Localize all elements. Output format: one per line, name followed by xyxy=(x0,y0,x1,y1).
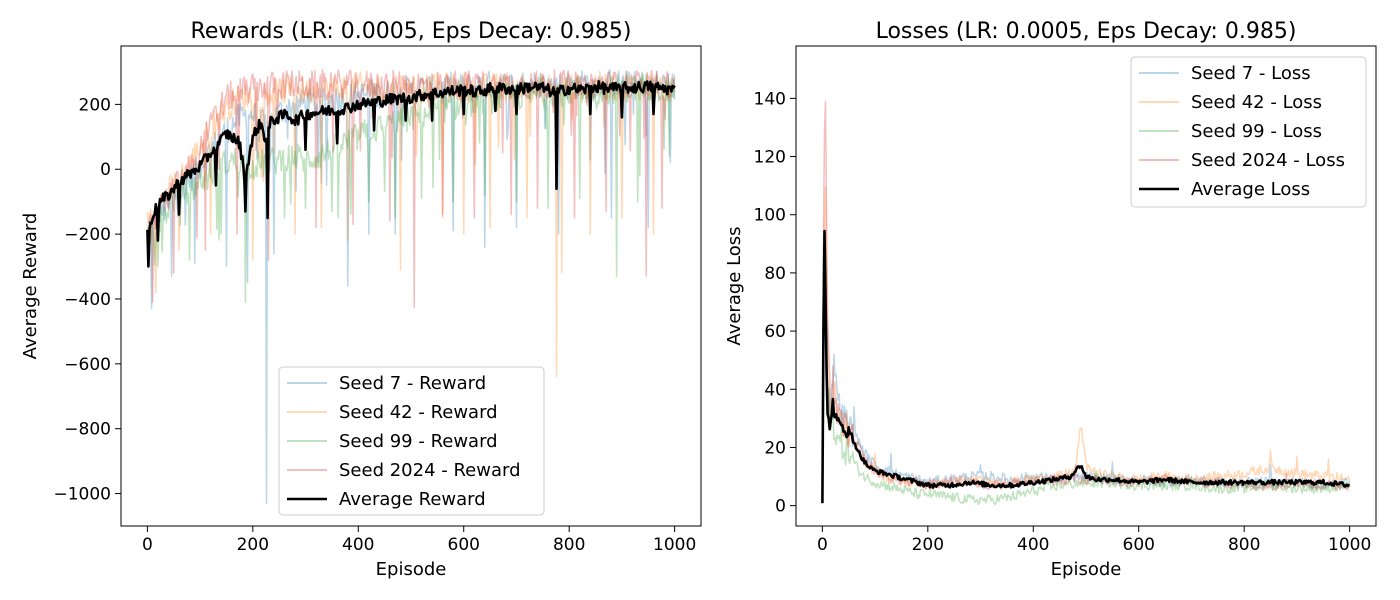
rewards-ytick-label: 200 xyxy=(79,95,111,115)
losses-legend-label-seed-42-loss: Seed 42 - Loss xyxy=(1191,92,1322,113)
losses-ytick-label: 100 xyxy=(754,206,786,226)
rewards-plot-frame xyxy=(120,45,702,527)
losses-ytick-label: 80 xyxy=(764,264,786,284)
rewards-line-seed-42-reward xyxy=(146,70,676,378)
rewards-legend-label-seed-42-reward: Seed 42 - Reward xyxy=(339,402,498,423)
losses-legend: Seed 7 - Loss Seed 42 - Loss Seed 99 - Los… xyxy=(1130,56,1367,208)
losses-ytick-label: 20 xyxy=(764,438,786,458)
rewards-ytick-label: 0 xyxy=(100,160,111,180)
losses-legend-label-seed-2024-loss: Seed 2024 - Loss xyxy=(1191,150,1345,171)
losses-legend-label-average-loss: Average Loss xyxy=(1191,179,1310,200)
losses-xtick-label: 200 xyxy=(912,535,944,555)
rewards-ytick-label: −800 xyxy=(64,420,111,440)
rewards-x-axis-label: Episode xyxy=(376,559,447,580)
rewards-series-group xyxy=(146,68,676,505)
rewards-chart: Rewards (LR: 0.0005, Eps Decay: 0.985) 0… xyxy=(20,19,702,580)
rewards-y-axis-label: Average Reward xyxy=(20,213,41,360)
losses-legend-box xyxy=(1130,56,1367,208)
rewards-ytick-label: −400 xyxy=(64,290,111,310)
rewards-ytick-label: −600 xyxy=(64,355,111,375)
losses-chart-title: Losses (LR: 0.0005, Eps Decay: 0.985) xyxy=(876,19,1297,44)
rewards-ytick-label: −200 xyxy=(64,225,111,245)
rewards-legend-label-seed-7-reward: Seed 7 - Reward xyxy=(339,373,486,394)
rewards-line-seed-7-reward xyxy=(147,69,676,505)
losses-xtick-label: 0 xyxy=(817,535,828,555)
losses-legend-label-seed-7-loss: Seed 7 - Loss xyxy=(1191,63,1311,84)
losses-ytick-label: 40 xyxy=(764,380,786,400)
losses-ticks: 0 200 400 600 800 1000 0 20 40 60 80 100 120 140 xyxy=(754,89,1372,555)
losses-line-seed-42-loss xyxy=(821,186,1351,505)
rewards-line-seed-99-reward xyxy=(146,73,676,303)
rewards-legend-label-seed-99-reward: Seed 99 - Reward xyxy=(339,431,498,452)
losses-series-group xyxy=(821,100,1351,506)
rewards-ytick-label: −1000 xyxy=(53,485,111,505)
rewards-xtick-label: 800 xyxy=(553,535,585,555)
rewards-legend-box xyxy=(278,366,545,516)
rewards-xtick-label: 200 xyxy=(237,535,269,555)
rewards-line-seed-2024-reward xyxy=(146,68,676,308)
rewards-legend-label-seed-2024-reward: Seed 2024 - Reward xyxy=(339,460,521,481)
rewards-chart-title: Rewards (LR: 0.0005, Eps Decay: 0.985) xyxy=(191,19,632,44)
rewards-line-average-reward xyxy=(146,80,676,268)
rewards-ticks: 0 200 400 600 800 1000 −1000 −800 −600 −400 −200 0 2… xyxy=(53,95,696,555)
losses-y-axis-label: Average Loss xyxy=(724,226,745,345)
rewards-xtick-label: 1000 xyxy=(653,535,696,555)
losses-ytick-label: 120 xyxy=(754,148,786,168)
rewards-xtick-label: 400 xyxy=(342,535,374,555)
losses-legend-label-seed-99-loss: Seed 99 - Loss xyxy=(1191,121,1322,142)
losses-xtick-label: 400 xyxy=(1017,535,1049,555)
losses-x-axis-label: Episode xyxy=(1051,559,1122,580)
rewards-xtick-label: 600 xyxy=(448,535,480,555)
losses-line-average-loss xyxy=(821,229,1350,504)
losses-ytick-label: 140 xyxy=(754,89,786,109)
losses-line-seed-99-loss xyxy=(821,244,1351,506)
losses-ytick-label: 0 xyxy=(775,497,786,517)
losses-xtick-label: 800 xyxy=(1228,535,1260,555)
losses-plot-frame xyxy=(795,45,1377,527)
losses-chart: Losses (LR: 0.0005, Eps Decay: 0.985) 0 2… xyxy=(724,19,1377,580)
rewards-legend-label-average-reward: Average Reward xyxy=(339,489,486,510)
losses-ytick-label: 60 xyxy=(764,322,786,342)
rewards-legend: Seed 7 - Reward Seed 42 - Reward Seed 99 -… xyxy=(278,366,545,516)
losses-xtick-label: 600 xyxy=(1123,535,1155,555)
losses-xtick-label: 1000 xyxy=(1328,535,1371,555)
rewards-xtick-label: 0 xyxy=(142,535,153,555)
